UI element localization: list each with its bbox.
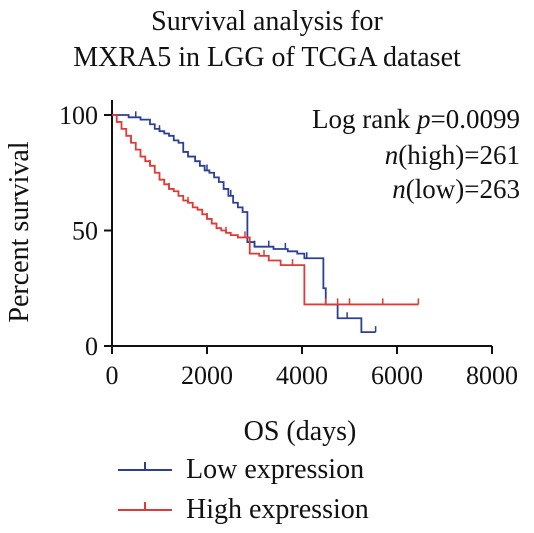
legend-label-high: High expression — [186, 494, 369, 525]
n-high-annotation: n(high)=261 — [385, 140, 520, 170]
x-tick-label-4: 8000 — [466, 361, 518, 390]
legend-swatch-low — [118, 462, 172, 471]
chart-labels: Percent survival OS (days) Log rank p=0.… — [4, 104, 520, 447]
chart-axes: 0 2000 4000 6000 8000 0 50 100 — [59, 100, 518, 390]
legend-label-low: Low expression — [186, 454, 365, 485]
y-tick-label-1: 50 — [72, 217, 98, 246]
x-axis-label: OS (days) — [244, 416, 357, 447]
km-curve-low-expression — [112, 114, 376, 334]
x-tick-label-3: 6000 — [371, 361, 423, 390]
legend-item-high-expression: High expression — [118, 492, 369, 528]
y-tick-label-2: 100 — [59, 101, 98, 130]
legend-item-low-expression: Low expression — [118, 452, 364, 488]
chart-marks — [112, 111, 420, 334]
chart-title-line-1: Survival analysis for — [151, 6, 383, 37]
y-tick-label-0: 0 — [85, 332, 98, 361]
x-tick-label-1: 2000 — [181, 361, 233, 390]
x-tick-label-2: 4000 — [276, 361, 328, 390]
logrank-annotation: Log rank p=0.0099 — [312, 104, 520, 134]
y-axis-label: Percent survival — [4, 141, 35, 322]
km-curve-high-expression — [112, 114, 419, 306]
x-tick-label-0: 0 — [106, 361, 119, 390]
chart-title-line-2: MXRA5 in LGG of TCGA dataset — [73, 42, 461, 73]
n-low-annotation: n(low)=263 — [392, 174, 520, 204]
legend-swatch-high — [118, 502, 172, 511]
